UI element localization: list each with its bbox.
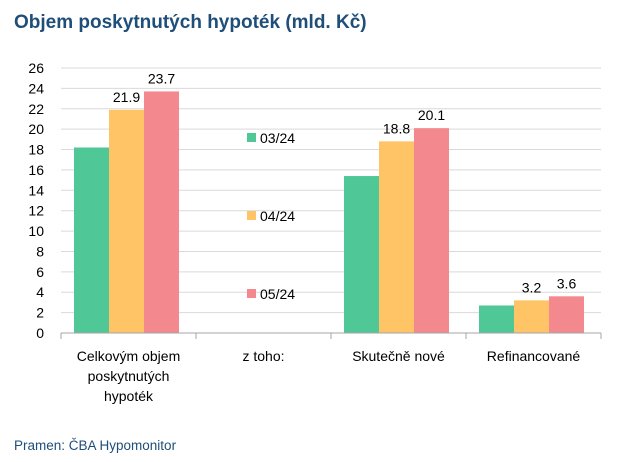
y-tick-label: 4 bbox=[36, 284, 44, 300]
y-tick-label: 16 bbox=[28, 162, 44, 178]
chart-title: Objem poskytnutých hypoték (mld. Kč) bbox=[14, 12, 367, 33]
legend-label: 04/24 bbox=[260, 208, 295, 224]
y-tick-label: 2 bbox=[36, 305, 44, 321]
y-tick-label: 12 bbox=[28, 203, 44, 219]
data-label: 21.9 bbox=[113, 89, 140, 105]
y-tick-label: 22 bbox=[28, 101, 44, 117]
x-tick-label: poskytnutých bbox=[88, 368, 170, 384]
gridlines bbox=[61, 67, 601, 314]
bar-03/24 bbox=[479, 305, 514, 333]
y-tick-label: 10 bbox=[28, 223, 44, 239]
data-label: 18.8 bbox=[383, 120, 410, 136]
y-tick-label: 0 bbox=[36, 325, 44, 341]
bar-04/24 bbox=[514, 300, 549, 333]
x-tick-label: z toho: bbox=[242, 348, 284, 364]
y-tick-label: 24 bbox=[28, 80, 44, 96]
legend-swatch bbox=[247, 133, 256, 142]
bar-05/24 bbox=[414, 128, 449, 333]
y-tick-label: 8 bbox=[36, 243, 44, 259]
legend-swatch bbox=[247, 211, 256, 220]
bar-04/24 bbox=[379, 141, 414, 333]
y-tick-label: 20 bbox=[28, 121, 44, 137]
legend: 03/24 04/24 05/24 bbox=[247, 130, 295, 302]
x-tick-label: Skutečně nové bbox=[352, 348, 445, 364]
bar-03/24 bbox=[344, 176, 379, 333]
bars bbox=[74, 91, 584, 334]
y-tick-label: 14 bbox=[28, 182, 44, 198]
legend-label: 05/24 bbox=[260, 286, 295, 302]
x-tick-label: Refinancované bbox=[487, 348, 581, 364]
data-label: 3.6 bbox=[557, 275, 577, 291]
x-tick-label: Celkovým objem bbox=[77, 348, 180, 364]
bar-03/24 bbox=[74, 147, 109, 333]
data-label: 3.2 bbox=[522, 279, 542, 295]
x-tick-label: hypoték bbox=[104, 388, 154, 404]
y-tick-label: 18 bbox=[28, 142, 44, 158]
y-tick-label: 6 bbox=[36, 264, 44, 280]
source-note: Pramen: ČBA Hypomonitor bbox=[14, 438, 177, 453]
data-label: 20.1 bbox=[418, 107, 445, 123]
legend-label: 03/24 bbox=[260, 130, 295, 146]
data-label: 23.7 bbox=[148, 70, 175, 86]
legend-swatch bbox=[247, 289, 256, 298]
bar-05/24 bbox=[549, 296, 584, 333]
y-tick-label: 26 bbox=[28, 60, 44, 76]
data-labels: 21.9 23.7 18.8 20.1 3.2 3.6 bbox=[113, 70, 577, 295]
x-axis: Celkovým objem poskytnutých hypoték z toho:… bbox=[60, 332, 602, 404]
bar-05/24 bbox=[144, 91, 179, 333]
bar-04/24 bbox=[109, 109, 144, 334]
